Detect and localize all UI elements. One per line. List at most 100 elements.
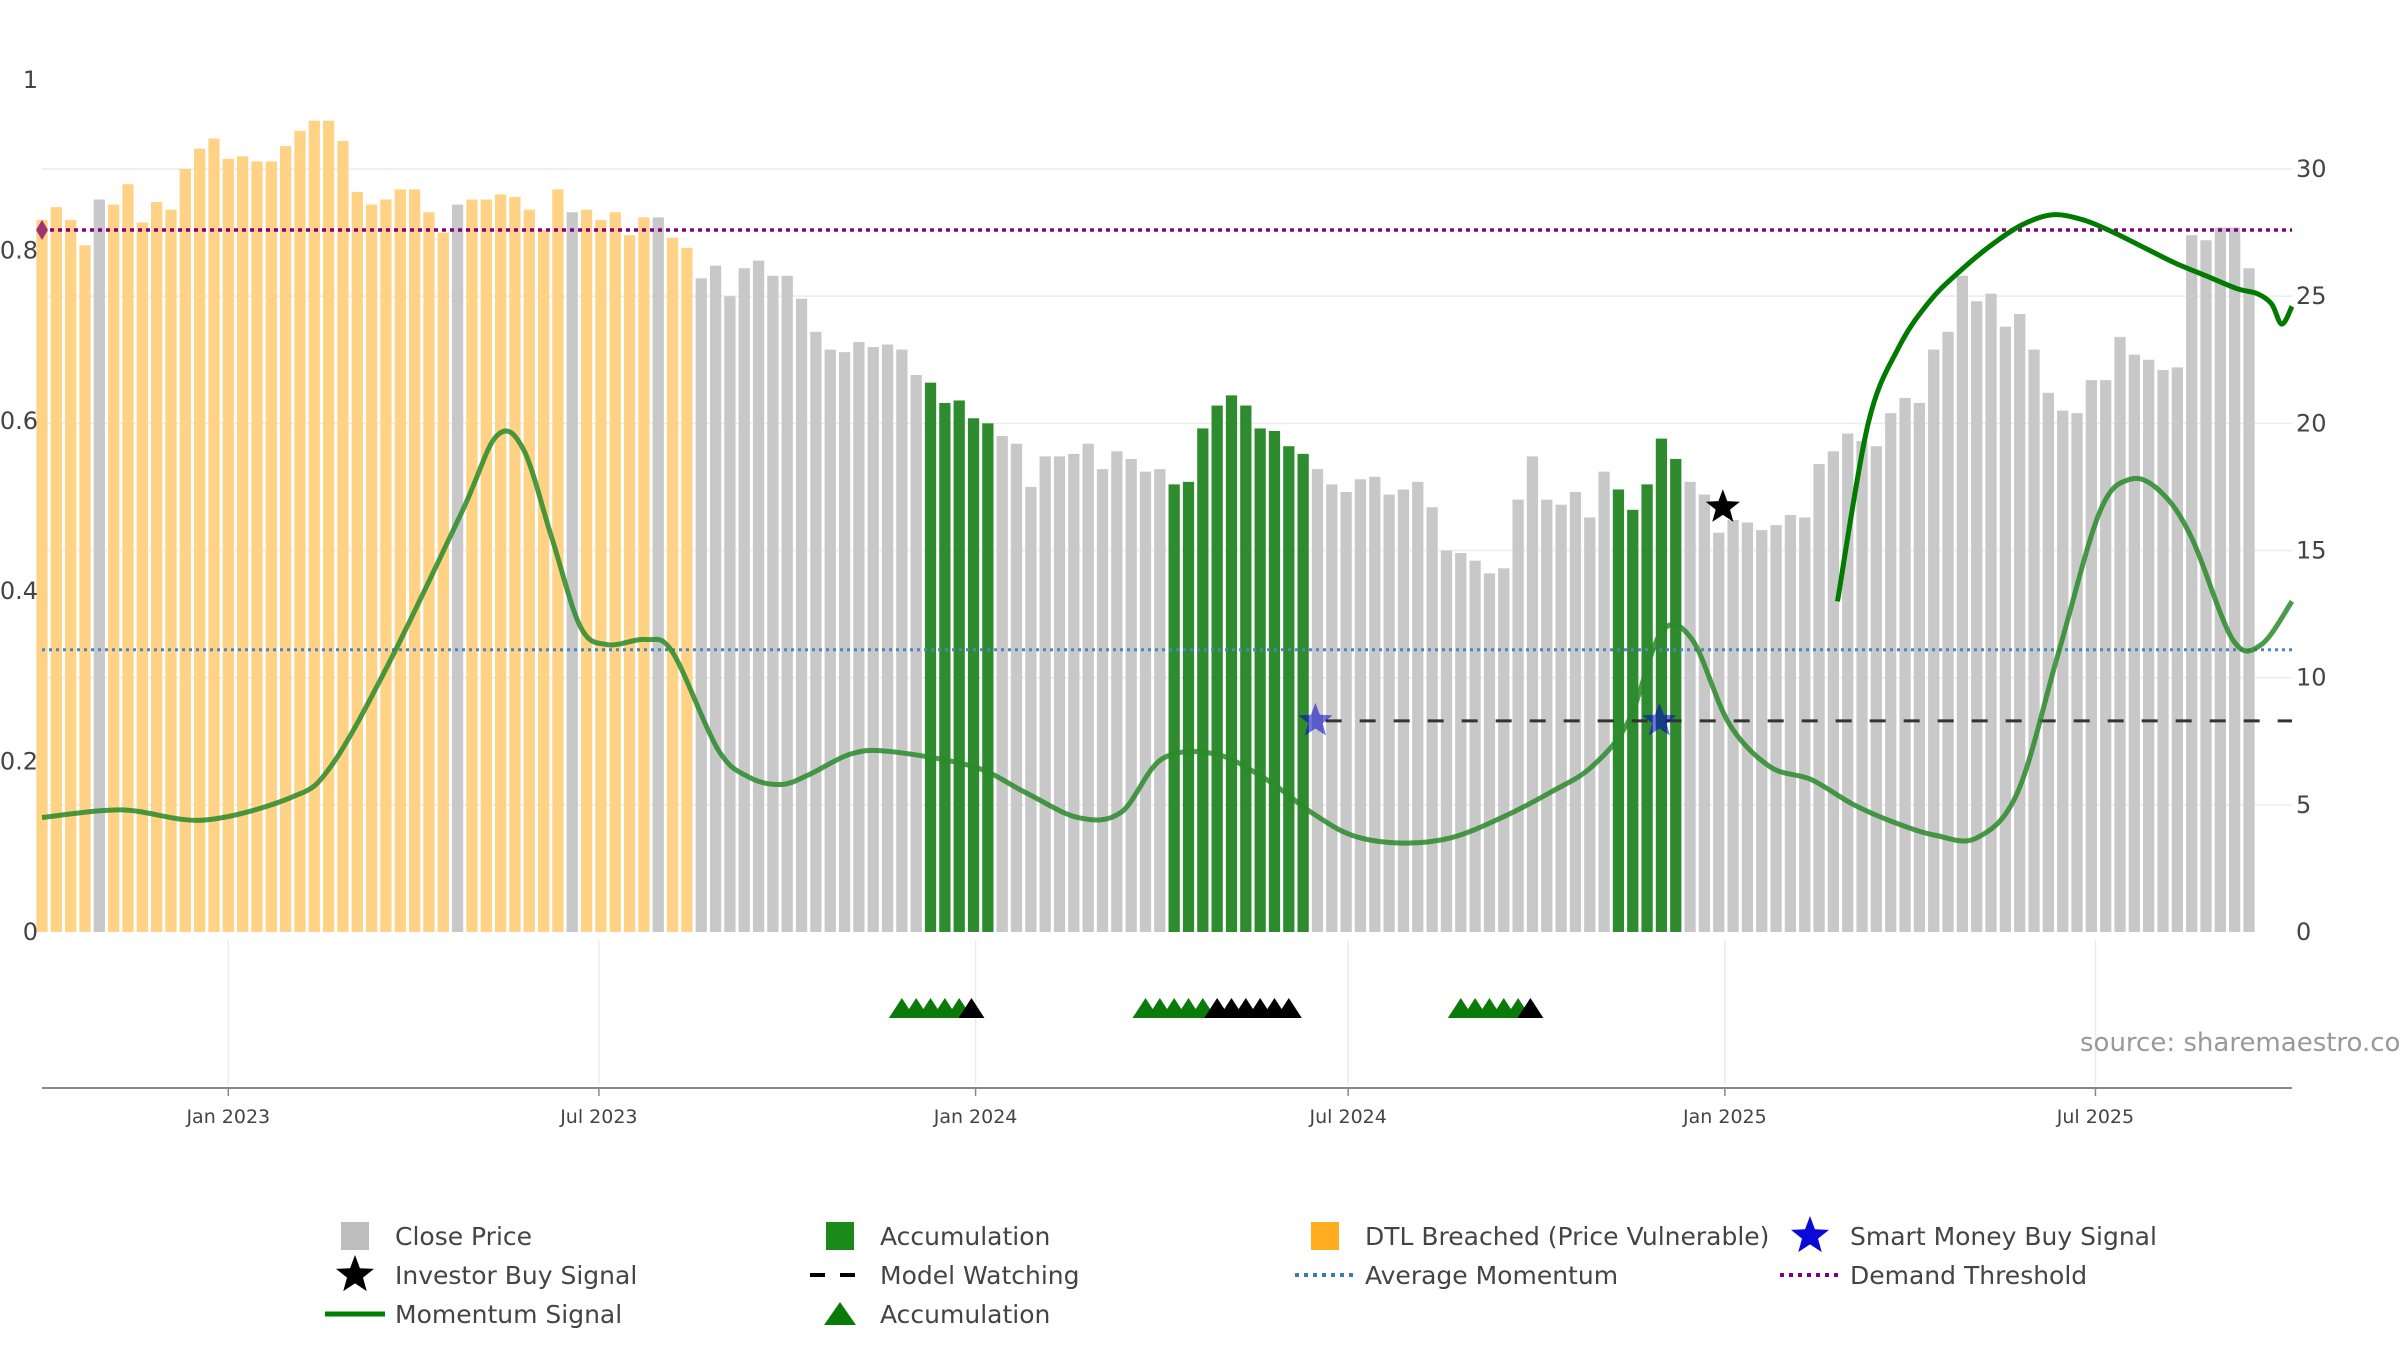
close-price-bar [1053, 456, 1066, 932]
close-price-bar [638, 217, 650, 933]
close-price-bar [265, 161, 277, 932]
close-price-bar [1641, 484, 1653, 932]
momentum-signal-line [41, 428, 2295, 846]
close-price-bar [1569, 492, 1582, 932]
close-price-bar [537, 230, 550, 933]
demand-threshold-marker [36, 220, 48, 241]
close-price-bar [2114, 336, 2126, 932]
close-price-bar [1297, 453, 1309, 932]
close-price-bar [1025, 486, 1037, 932]
x-tick-label: Jul 2023 [559, 1106, 637, 1128]
close-price-bar [2071, 413, 2083, 932]
close-price-bar [1254, 428, 1266, 932]
close-price-bar [1082, 443, 1094, 932]
close-price-bar [1913, 402, 1926, 932]
close-price-bar [695, 278, 707, 933]
close-price-bar [179, 169, 191, 933]
close-price-bar [2200, 240, 2212, 932]
legend-item-smart_money: Smart Money Buy Signal [1790, 1216, 2157, 1253]
left-tick-label: 0.4 [0, 577, 38, 605]
close-price-bar [322, 120, 335, 933]
close-price-bars [36, 120, 2255, 933]
close-price-bar [365, 204, 378, 932]
close-price-bar [1741, 522, 1754, 932]
close-price-bar [853, 341, 865, 932]
close-price-bar [1713, 532, 1725, 932]
close-price-bar [767, 275, 779, 932]
close-price-bar [1770, 525, 1782, 932]
close-price-bar [1340, 492, 1352, 932]
legend-triangle-icon [824, 1302, 856, 1325]
close-price-bar [194, 148, 206, 933]
investor-buy-signal [1705, 489, 1740, 522]
x-tick-label: Jul 2024 [1309, 1106, 1387, 1128]
x-tick-label: Jul 2025 [2056, 1106, 2134, 1128]
close-price-bar [2128, 354, 2140, 932]
close-price-bar [509, 196, 521, 933]
close-price-bar [1498, 568, 1510, 932]
close-price-bar [752, 260, 765, 932]
legend-label: Accumulation [880, 1300, 1050, 1329]
close-price-bar [1125, 458, 1137, 932]
close-price-bar [1483, 573, 1496, 932]
close-price-bar [36, 219, 48, 932]
close-price-bar [1698, 494, 1711, 932]
legend-item-investor: Investor Buy Signal [335, 1255, 637, 1292]
close-price-bar [1541, 499, 1553, 932]
close-price-bar [652, 217, 664, 933]
close-price-bar [2042, 392, 2054, 933]
close-price-bar [738, 268, 750, 932]
close-price-bar [1985, 293, 1997, 932]
legend-label: Investor Buy Signal [395, 1261, 637, 1290]
close-price-bar [953, 400, 965, 932]
momentum-signal-upper-line [1835, 212, 2295, 602]
close-price-bar [609, 212, 621, 933]
close-price-bar [781, 275, 793, 932]
reference-lines [36, 220, 2292, 723]
accumulation-triangle [1275, 998, 1302, 1018]
legend-item-model_watching: Model Watching [810, 1261, 1080, 1290]
legend-label: DTL Breached (Price Vulnerable) [1365, 1222, 1769, 1251]
close-price-bar [2028, 349, 2040, 932]
close-price-bar [1096, 469, 1109, 932]
x-tick-label: Jan 2025 [1682, 1106, 1767, 1128]
close-price-bar [1311, 469, 1324, 932]
legend-item-accumulation_tri: Accumulation [824, 1300, 1050, 1329]
close-price-bar [1268, 430, 1281, 932]
right-tick-label: 10 [2296, 664, 2327, 692]
close-price-bar [924, 382, 937, 932]
right-tick-label: 0 [2296, 918, 2311, 946]
close-price-bar [1168, 484, 1180, 932]
close-price-bar [1225, 395, 1238, 932]
legend-label: Average Momentum [1365, 1261, 1618, 1290]
close-price-bar [1526, 456, 1539, 932]
close-price-bar [824, 349, 836, 932]
legend-item-momentum_signal: Momentum Signal [325, 1300, 622, 1329]
close-price-bar [566, 212, 578, 933]
close-price-bar [1068, 453, 1080, 932]
close-price-bar [1182, 481, 1195, 932]
close-price-bar [1942, 331, 1954, 933]
close-price-bar [380, 199, 392, 933]
left-tick-label: 0.2 [0, 748, 38, 776]
close-price-bar [294, 130, 306, 933]
smart-money-buy-signal [1298, 702, 1333, 736]
close-price-bar [451, 204, 464, 932]
x-tick-label: Jan 2024 [933, 1106, 1018, 1128]
close-price-bar [237, 156, 249, 932]
close-price-bar [967, 418, 980, 932]
close-price-bar [1584, 517, 1596, 932]
close-price-bar [1899, 397, 1911, 932]
close-price-bar [1612, 489, 1625, 932]
momentum-signal-lines [41, 212, 2295, 846]
axes: Jan 2023 Jul 2023 Jan 2024 Jul 2024 Jan 2025… [0, 66, 2327, 1128]
close-price-bar [1827, 451, 1840, 932]
legend-label: Accumulation [880, 1222, 1050, 1251]
close-price-bar [1670, 458, 1682, 932]
close-price-bar [1326, 484, 1338, 932]
close-price-bar [910, 375, 922, 933]
close-price-bar [2085, 380, 2097, 933]
close-price-bar [2014, 313, 2026, 933]
legend-label: Smart Money Buy Signal [1850, 1222, 2157, 1251]
